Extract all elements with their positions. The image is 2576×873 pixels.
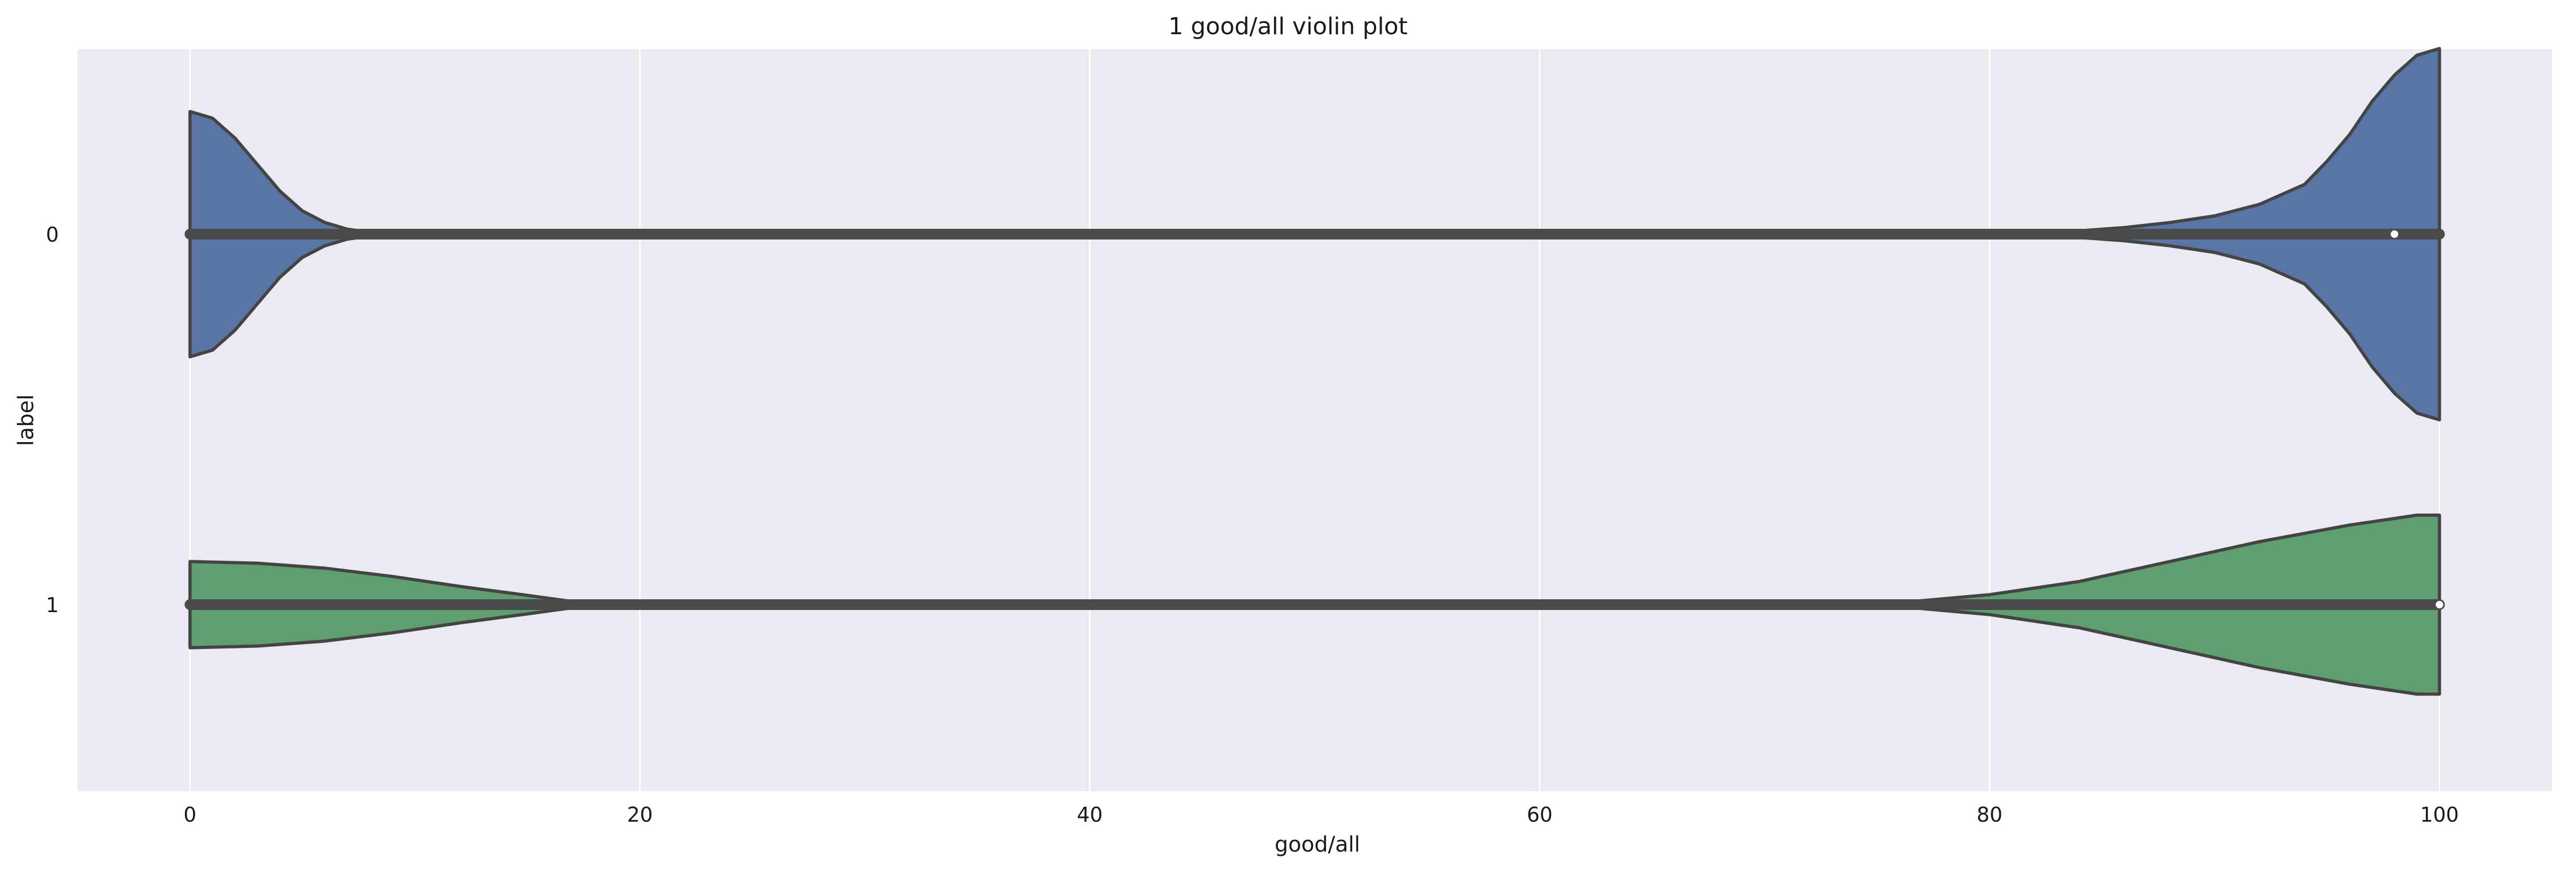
chart-title: 1 good/all violin plot [1168,13,1408,40]
y-tick-label: 0 [46,223,59,246]
median-point [2434,600,2445,609]
x-tick-label: 20 [627,803,653,826]
x-axis-label: good/all [1275,832,1360,857]
median-point [2389,229,2400,239]
x-tick-label: 100 [2420,803,2459,826]
x-tick-label: 60 [1527,803,1553,826]
y-axis-label: label [14,395,38,446]
y-tick-label: 1 [46,593,59,617]
x-tick-label: 40 [1077,803,1103,826]
x-tick-label: 0 [183,803,196,826]
x-tick-label: 80 [1977,803,2003,826]
plot-background [77,49,2552,791]
